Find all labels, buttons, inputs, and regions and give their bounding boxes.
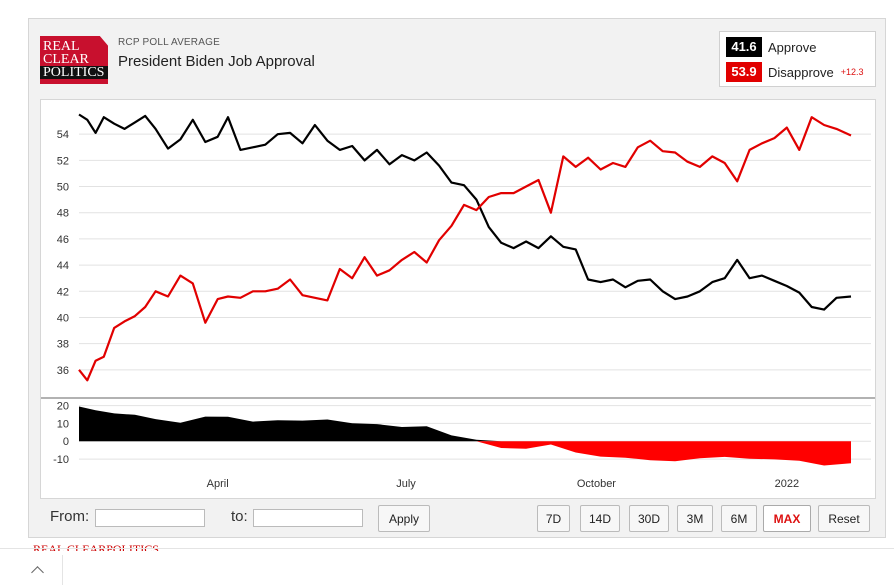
range-6m-button[interactable]: 6M <box>721 505 757 532</box>
spread-value: +12.3 <box>840 67 864 77</box>
range-7d-button[interactable]: 7D <box>537 505 570 532</box>
chevron-up-icon[interactable] <box>31 566 44 579</box>
y-tick-label: 48 <box>57 208 69 220</box>
spread-tick-label: -10 <box>53 454 69 466</box>
rcp-logo[interactable]: REAL CLEAR POLITICS <box>40 36 108 84</box>
legend-approve: 41.6 Approve <box>726 37 816 57</box>
logo-line: REAL <box>43 39 80 54</box>
range-max-button[interactable]: MAX <box>763 505 811 532</box>
disapprove-value: 53.9 <box>726 62 762 82</box>
to-date-input[interactable] <box>253 509 363 527</box>
poll-widget: REAL CLEAR POLITICS RCP POLL AVERAGE Pre… <box>28 18 886 538</box>
controls-bar: From: to: Apply 7D 14D 30D 3M 6M MAX Res… <box>40 500 876 536</box>
y-tick-label: 36 <box>57 365 69 377</box>
logo-line: POLITICS <box>40 66 108 80</box>
spread-tick-label: 10 <box>57 418 69 430</box>
approve-value: 41.6 <box>726 37 762 57</box>
from-date-input[interactable] <box>95 509 205 527</box>
reset-button[interactable]: Reset <box>818 505 870 532</box>
spread-area-negative <box>79 441 851 466</box>
bottom-divider <box>0 548 894 549</box>
y-tick-label: 42 <box>57 286 69 298</box>
to-label: to: <box>231 508 248 525</box>
poll-kicker: RCP POLL AVERAGE <box>118 37 220 48</box>
y-tick-label: 46 <box>57 234 69 246</box>
series-line-approve <box>78 113 852 311</box>
y-tick-label: 40 <box>57 312 69 324</box>
spread-area-positive <box>79 406 851 442</box>
series-line-disapprove <box>78 116 852 382</box>
x-tick-label: October <box>577 478 616 490</box>
y-tick-label: 44 <box>57 260 69 272</box>
range-14d-button[interactable]: 14D <box>580 505 620 532</box>
disapprove-label: Disapprove <box>768 64 834 80</box>
legend-disapprove: 53.9 Disapprove +12.3 <box>726 62 864 82</box>
y-tick-label: 50 <box>57 182 69 194</box>
range-30d-button[interactable]: 30D <box>629 505 669 532</box>
y-tick-label: 38 <box>57 339 69 351</box>
spread-tick-label: 0 <box>63 436 69 448</box>
footer-brand-text: REAL CLEARPOLITICS <box>33 542 159 551</box>
from-label: From: <box>50 508 90 525</box>
y-tick-label: 54 <box>57 129 69 141</box>
logo-line: CLEAR <box>43 52 89 67</box>
y-tick-label: 52 <box>57 155 69 167</box>
approve-label: Approve <box>768 39 817 55</box>
legend: 41.6 Approve 53.9 Disapprove +12.3 <box>719 31 876 87</box>
plot-area[interactable]: 36 38 40 42 44 46 48 50 52 54 20 10 0 -10 April July Oct… <box>40 99 876 499</box>
x-tick-label: July <box>396 478 416 490</box>
apply-button[interactable]: Apply <box>378 505 430 532</box>
spread-tick-label: 20 <box>57 401 69 413</box>
range-3m-button[interactable]: 3M <box>677 505 713 532</box>
chart-title: President Biden Job Approval <box>118 53 315 70</box>
x-tick-label: 2022 <box>775 478 799 490</box>
chart-svg[interactable]: 36 38 40 42 44 46 48 50 52 54 20 10 0 -10 April July Oct… <box>41 100 875 498</box>
bottom-separator <box>62 555 63 585</box>
x-tick-label: April <box>207 478 229 490</box>
